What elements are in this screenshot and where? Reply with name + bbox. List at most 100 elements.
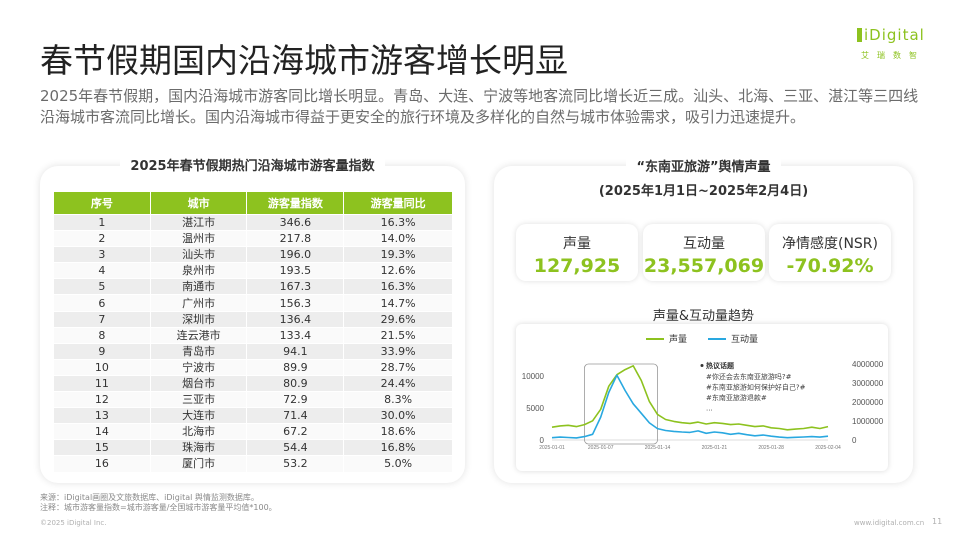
source-note: 来源：iDigital画圈及文旅数据库、iDigital 舆情监测数据库。 注释…: [40, 493, 277, 513]
cell-rank: 13: [53, 407, 151, 425]
table-header-row: 序号 城市 游客量指数 游客量同比: [53, 191, 453, 215]
cell-rank: 7: [53, 310, 151, 328]
peak-highlight-box: [584, 363, 658, 445]
cell-city: 连云港市: [149, 326, 248, 344]
cell-rank: 15: [53, 439, 151, 457]
y-left-tick-label: 0: [540, 436, 545, 445]
cell-rank: 4: [53, 262, 151, 280]
cell-city: 深圳市: [149, 310, 248, 328]
table-row: 8 连云港市 133.4 21.5%: [53, 326, 453, 344]
city-index-card-title: 2025年春节假期热门沿海城市游客量指数: [40, 155, 465, 174]
cell-city: 厦门市: [149, 455, 248, 473]
cell-index: 89.9: [246, 358, 345, 376]
metric-interactions: 互动量 23,557,069: [643, 224, 765, 281]
cell-yoy: 29.6%: [343, 310, 453, 328]
cell-rank: 9: [53, 342, 151, 360]
annotation-line: #东南亚旅游退款#: [706, 393, 767, 402]
cell-index: 156.3: [246, 294, 345, 312]
cell-city: 温州市: [149, 230, 248, 248]
table-row: 14 北海市 67.2 18.6%: [53, 423, 453, 441]
website-link[interactable]: www.idigital.com.cn: [854, 519, 925, 527]
legend-label: 声量: [669, 333, 687, 345]
table-header-rank: 序号: [53, 191, 151, 215]
cell-yoy: 24.4%: [343, 374, 453, 393]
sentiment-card-title: “东南亚旅游”舆情声量: [494, 156, 913, 175]
table-row: 5 南通市 167.3 16.3%: [53, 278, 453, 296]
y-right-tick-label: 2000000: [852, 398, 884, 407]
table-row: 2 温州市 217.8 14.0%: [53, 230, 453, 248]
sentiment-card-date-range: (2025年1月1日~2025年2月4日): [598, 184, 809, 199]
table-row: 16 厦门市 53.2 5.0%: [53, 455, 453, 473]
cell-index: 71.4: [246, 407, 345, 425]
cell-index: 54.4: [246, 439, 345, 457]
page-number: 11: [932, 517, 943, 526]
cell-yoy: 12.6%: [343, 262, 453, 280]
source-line: 来源：iDigital画圈及文旅数据库、iDigital 舆情监测数据库。: [40, 493, 259, 502]
x-tick-label: 2025-01-28: [758, 445, 784, 451]
cell-yoy: 16.3%: [343, 278, 453, 296]
cell-yoy: 21.5%: [343, 326, 453, 344]
table-row: 13 大连市 71.4 30.0%: [53, 407, 453, 425]
cell-city: 珠海市: [149, 439, 248, 457]
copyright: ©2025 iDigital Inc.: [40, 519, 107, 527]
page-title: 春节假期国内沿海城市游客增长明显: [40, 41, 568, 80]
metric-volume-label: 声量: [563, 236, 591, 252]
cell-city: 泉州市: [149, 262, 248, 280]
cell-city: 三亚市: [149, 391, 248, 409]
x-tick-label: 2025-01-01: [539, 445, 565, 451]
cell-index: 346.6: [246, 213, 345, 232]
y-right-tick-label: 0: [852, 436, 857, 445]
table-row: 11 烟台市 80.9 24.4%: [53, 374, 453, 393]
cell-index: 217.8: [246, 230, 345, 248]
table-row: 1 湛江市 346.6 16.3%: [53, 213, 453, 232]
trend-chart: 0 5000 10000 0 1000000 2000000 3000000 4000000 2…: [522, 333, 884, 451]
series-line-interactions: [551, 374, 829, 439]
logo-mark: iDigital: [857, 26, 925, 44]
cell-yoy: 33.9%: [343, 342, 453, 360]
cell-rank: 11: [53, 374, 151, 393]
annotation-bullet: [700, 364, 704, 367]
cell-city: 宁波市: [149, 358, 248, 376]
cell-city: 烟台市: [149, 374, 248, 393]
sea-travel-sentiment-card: “东南亚旅游”舆情声量 (2025年1月1日~2025年2月4日) 声量 127…: [494, 156, 913, 483]
cell-rank: 8: [53, 326, 151, 344]
y-right-tick-label: 4000000: [852, 360, 884, 369]
series-line-volume: [551, 364, 829, 431]
metric-interactions-label: 互动量: [683, 236, 725, 252]
cell-yoy: 14.0%: [343, 230, 453, 248]
x-tick-label: 2025-02-04: [815, 445, 841, 451]
cell-yoy: 5.0%: [343, 455, 453, 473]
table-row: 10 宁波市 89.9 28.7%: [53, 358, 453, 376]
cell-city: 北海市: [149, 423, 248, 441]
cell-yoy: 14.7%: [343, 294, 453, 312]
cell-index: 167.3: [246, 278, 345, 296]
cell-index: 133.4: [246, 326, 345, 344]
trend-chart-container: 0 5000 10000 0 1000000 2000000 3000000 4000000 2…: [516, 324, 888, 471]
table-row: 12 三亚市 72.9 8.3%: [53, 391, 453, 409]
table-header-yoy: 游客量同比: [343, 191, 453, 215]
logo-cn-text: 艾瑞数智: [861, 51, 925, 60]
brand-logo: iDigital 艾瑞数智: [857, 26, 937, 66]
cell-index: 136.4: [246, 310, 345, 328]
y-right-tick-label: 3000000: [852, 379, 884, 388]
annotation-line: 注释：城市游客量指数=城市游客量/全国城市游客量平均值*100。: [40, 503, 277, 512]
cell-yoy: 19.3%: [343, 246, 453, 264]
cell-yoy: 16.3%: [343, 213, 453, 232]
x-tick-label: 2025-01-21: [702, 445, 728, 451]
cell-index: 94.1: [246, 342, 345, 360]
cell-yoy: 18.6%: [343, 423, 453, 441]
metric-nsr-value: -70.92%: [786, 255, 874, 277]
cell-city: 汕头市: [149, 246, 248, 264]
x-tick-label: 2025-01-14: [645, 445, 671, 451]
city-index-table: 序号 城市 游客量指数 游客量同比 1 湛江市 346.6 16.3% 2 温州市 217.…: [53, 191, 453, 473]
table-row: 6 广州市 156.3 14.7%: [53, 294, 453, 312]
table-row: 7 深圳市 136.4 29.6%: [53, 310, 453, 328]
y-right-tick-label: 1000000: [852, 417, 884, 426]
cell-rank: 5: [53, 278, 151, 296]
cell-yoy: 8.3%: [343, 391, 453, 409]
cell-city: 青岛市: [149, 342, 248, 360]
trend-chart-title: 声量&互动量趋势: [652, 309, 755, 324]
table-row: 15 珠海市 54.4 16.8%: [53, 439, 453, 457]
cell-index: 193.5: [246, 262, 345, 280]
cell-city: 大连市: [149, 407, 248, 425]
